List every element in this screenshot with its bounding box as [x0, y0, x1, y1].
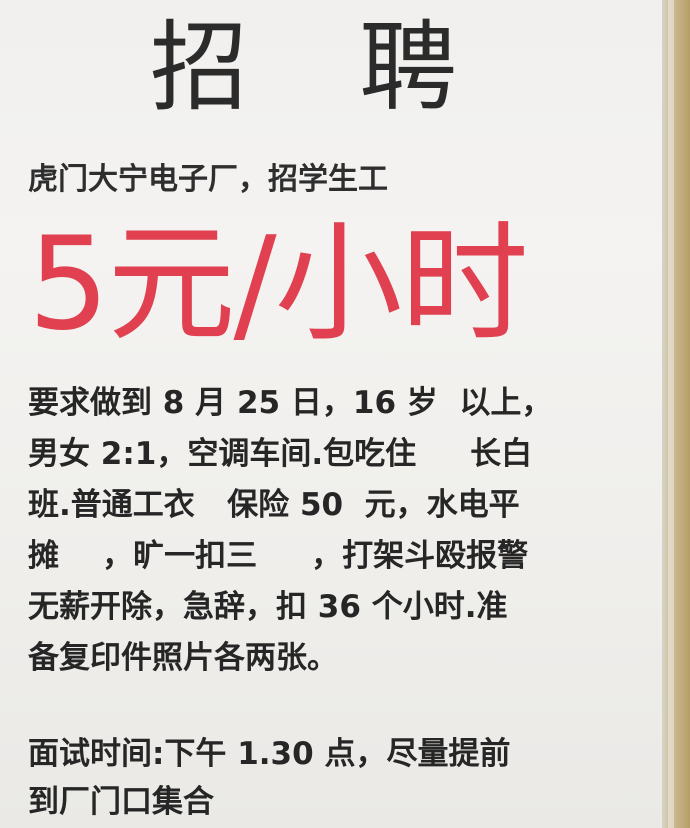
poster-subtitle: 虎门大宁电子厂，招学生工 [28, 162, 388, 197]
poster-title: 招 聘 [150, 11, 498, 125]
interview-line: 到厂门口集合 [28, 784, 214, 820]
requirements-line: 男女 2:1，空调车间.包吃住 长白 [28, 436, 533, 472]
interview-line: 面试时间:下午 1.30 点，尽量提前 [28, 736, 511, 772]
recruitment-poster: 招 聘 虎门大宁电子厂，招学生工 5元/小时 要求做到 8 月 25 日，16 … [0, 0, 662, 828]
requirements-line: 班.普通工衣 保险 50 元，水电平 [28, 487, 520, 523]
interview-info: 面试时间:下午 1.30 点，尽量提前 到厂门口集合 [28, 730, 638, 826]
requirements-line: 要求做到 8 月 25 日，16 岁 以上， [28, 385, 553, 421]
requirements-line: 备复印件照片各两张。 [28, 640, 338, 676]
requirements-line: 无薪开除，急辞，扣 36 个小时.准 [28, 589, 508, 625]
wage-rate: 5元/小时 [28, 210, 529, 359]
wall-edge-highlight [668, 0, 674, 828]
requirements-text: 要求做到 8 月 25 日，16 岁 以上， 男女 2:1，空调车间.包吃住 长… [28, 378, 638, 684]
wall-edge [662, 0, 690, 828]
requirements-line: 摊 ，旷一扣三 ，打架斗殴报警 [28, 538, 529, 574]
